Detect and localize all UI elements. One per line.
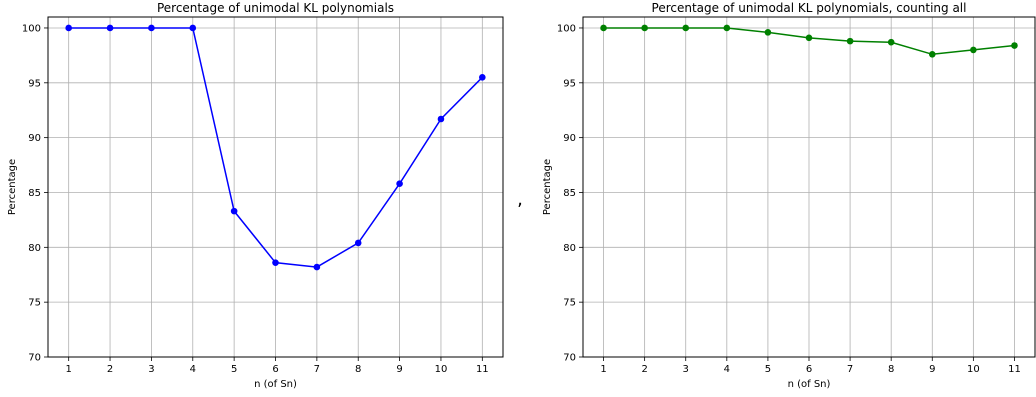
y-tick-label: 70: [563, 353, 576, 364]
data-point: [437, 115, 445, 123]
data-point: [641, 24, 648, 32]
data-point: [764, 29, 772, 36]
data-point: [272, 259, 279, 266]
x-tick-label: 7: [314, 364, 320, 375]
data-point: [479, 74, 486, 81]
data-point: [148, 24, 155, 32]
data-point: [723, 24, 731, 32]
y-tick-label: 90: [28, 133, 41, 144]
right-chart: 1 2 3 4 5 6 7 8 9 10 11 70 75 80 85 90 95 100 Percentage o…: [542, 1, 1036, 390]
x-tick-label: 4: [190, 364, 196, 375]
x-tick-label: 9: [929, 364, 935, 375]
data-point: [1011, 42, 1018, 49]
data-point: [106, 24, 114, 32]
data-point: [682, 24, 690, 32]
y-tick-label: 80: [28, 243, 41, 254]
y-tick-label: 75: [563, 298, 576, 309]
data-point: [600, 24, 607, 32]
y-tick-label: 100: [22, 23, 41, 34]
x-tick-label: 2: [641, 364, 647, 375]
data-point: [928, 50, 936, 58]
y-tick-label: 90: [563, 133, 576, 144]
chart-title: Percentage of unimodal KL polynomials, c…: [652, 1, 967, 15]
y-tick-label: 70: [28, 353, 41, 364]
data-point: [230, 207, 238, 215]
x-tick-label: 2: [107, 364, 113, 375]
y-tick-label: 100: [557, 23, 576, 34]
x-tick-label: 1: [65, 364, 71, 375]
data-point: [805, 34, 813, 42]
y-axis-label: Percentage: [542, 159, 553, 215]
x-tick-label: 6: [806, 364, 812, 375]
data-point: [846, 37, 854, 45]
y-tick-label: 85: [563, 188, 576, 199]
data-point: [189, 24, 197, 32]
x-tick-label: 5: [765, 364, 771, 375]
x-axis-label: n (of Sn): [254, 379, 297, 390]
chart-title: Percentage of unimodal KL polynomials: [157, 1, 394, 15]
y-tick-label: 95: [563, 78, 576, 89]
x-axis-label: n (of Sn): [788, 379, 831, 390]
x-tick-label: 10: [967, 364, 980, 375]
x-tick-label: 3: [148, 364, 154, 375]
y-tick-label: 75: [28, 298, 41, 309]
data-point: [887, 38, 895, 46]
x-tick-label: 9: [396, 364, 402, 375]
data-point: [354, 239, 362, 247]
x-tick-label: 7: [847, 364, 853, 375]
x-tick-label: 5: [231, 364, 237, 375]
x-tick-label: 10: [435, 364, 448, 375]
x-tick-label: 11: [1008, 364, 1021, 375]
y-tick-label: 80: [563, 243, 576, 254]
data-point: [970, 46, 977, 54]
data-point: [313, 263, 321, 271]
x-tick-label: 3: [683, 364, 689, 375]
x-tick-label: 6: [272, 364, 278, 375]
x-tick-label: 1: [600, 364, 606, 375]
y-axis-label: Percentage: [7, 159, 18, 215]
y-tick-label: 95: [28, 78, 41, 89]
x-tick-label: 8: [355, 364, 361, 375]
x-tick-label: 4: [724, 364, 730, 375]
separator-comma: ,: [517, 189, 523, 210]
left-chart: 1 2 3 4 5 6 7 8 9 10 11 70 75 80 85 90 95 100 Percentage o…: [7, 1, 504, 390]
x-tick-label: 8: [888, 364, 894, 375]
x-tick-label: 11: [476, 364, 489, 375]
y-tick-label: 85: [28, 188, 41, 199]
data-point: [396, 180, 403, 188]
data-point: [65, 24, 72, 32]
